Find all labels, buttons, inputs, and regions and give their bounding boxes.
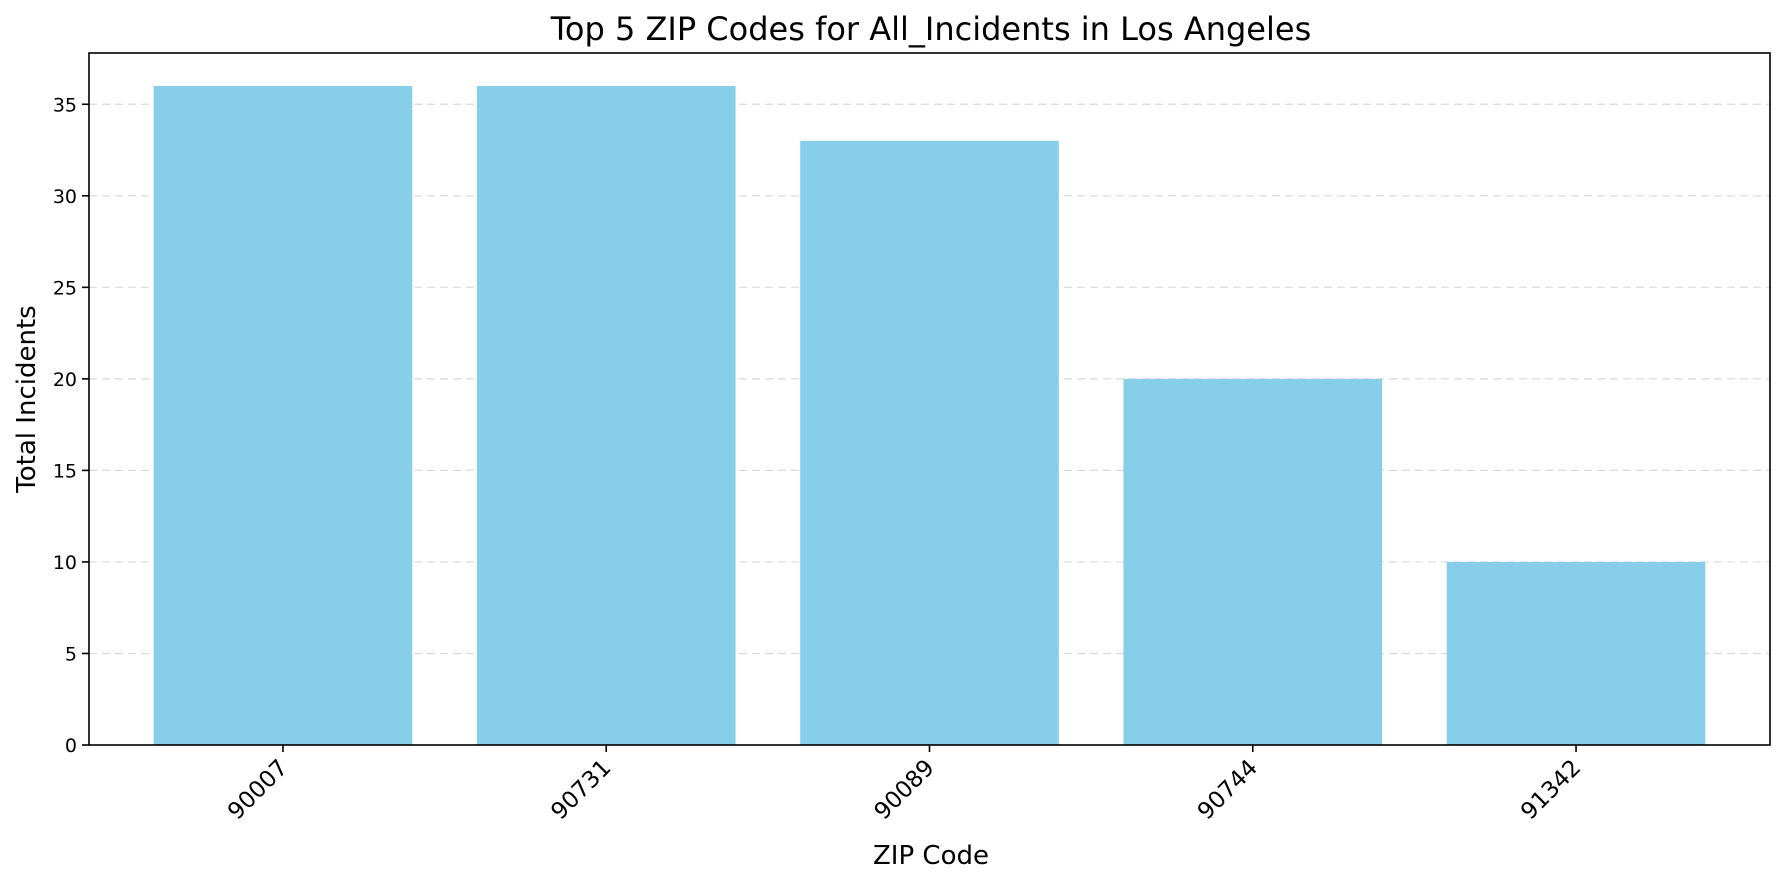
y-tick-label: 10 [53,552,77,574]
x-axis-ticks: 90007 90731 90089 90744 91342 [223,745,1586,825]
y-tick-label: 30 [53,186,77,208]
y-axis-label: Total Incidents [12,305,42,493]
bar-90007 [153,85,413,745]
x-axis-label: ZIP Code [873,841,989,871]
y-tick-label: 15 [53,460,77,482]
bar-91342 [1446,561,1706,745]
bars [153,85,1706,745]
x-tick-label: 91342 [1516,755,1586,825]
x-tick-label: 90007 [223,755,293,825]
y-tick-label: 25 [53,277,77,299]
y-tick-label: 20 [53,369,77,391]
y-tick-label: 0 [65,735,77,757]
y-tick-label: 5 [65,643,77,665]
x-tick-label: 90089 [870,755,940,825]
chart-title: Top 5 ZIP Codes for All_Incidents in Los… [550,10,1311,48]
x-tick-label: 90731 [546,755,616,825]
x-tick-label: 90744 [1193,755,1263,825]
y-tick-label: 35 [53,94,77,116]
y-axis-ticks: 0 5 10 15 20 25 30 35 [53,94,89,757]
bar-90744 [1123,378,1383,745]
bar-90731 [476,85,736,745]
bar-90089 [800,140,1059,745]
